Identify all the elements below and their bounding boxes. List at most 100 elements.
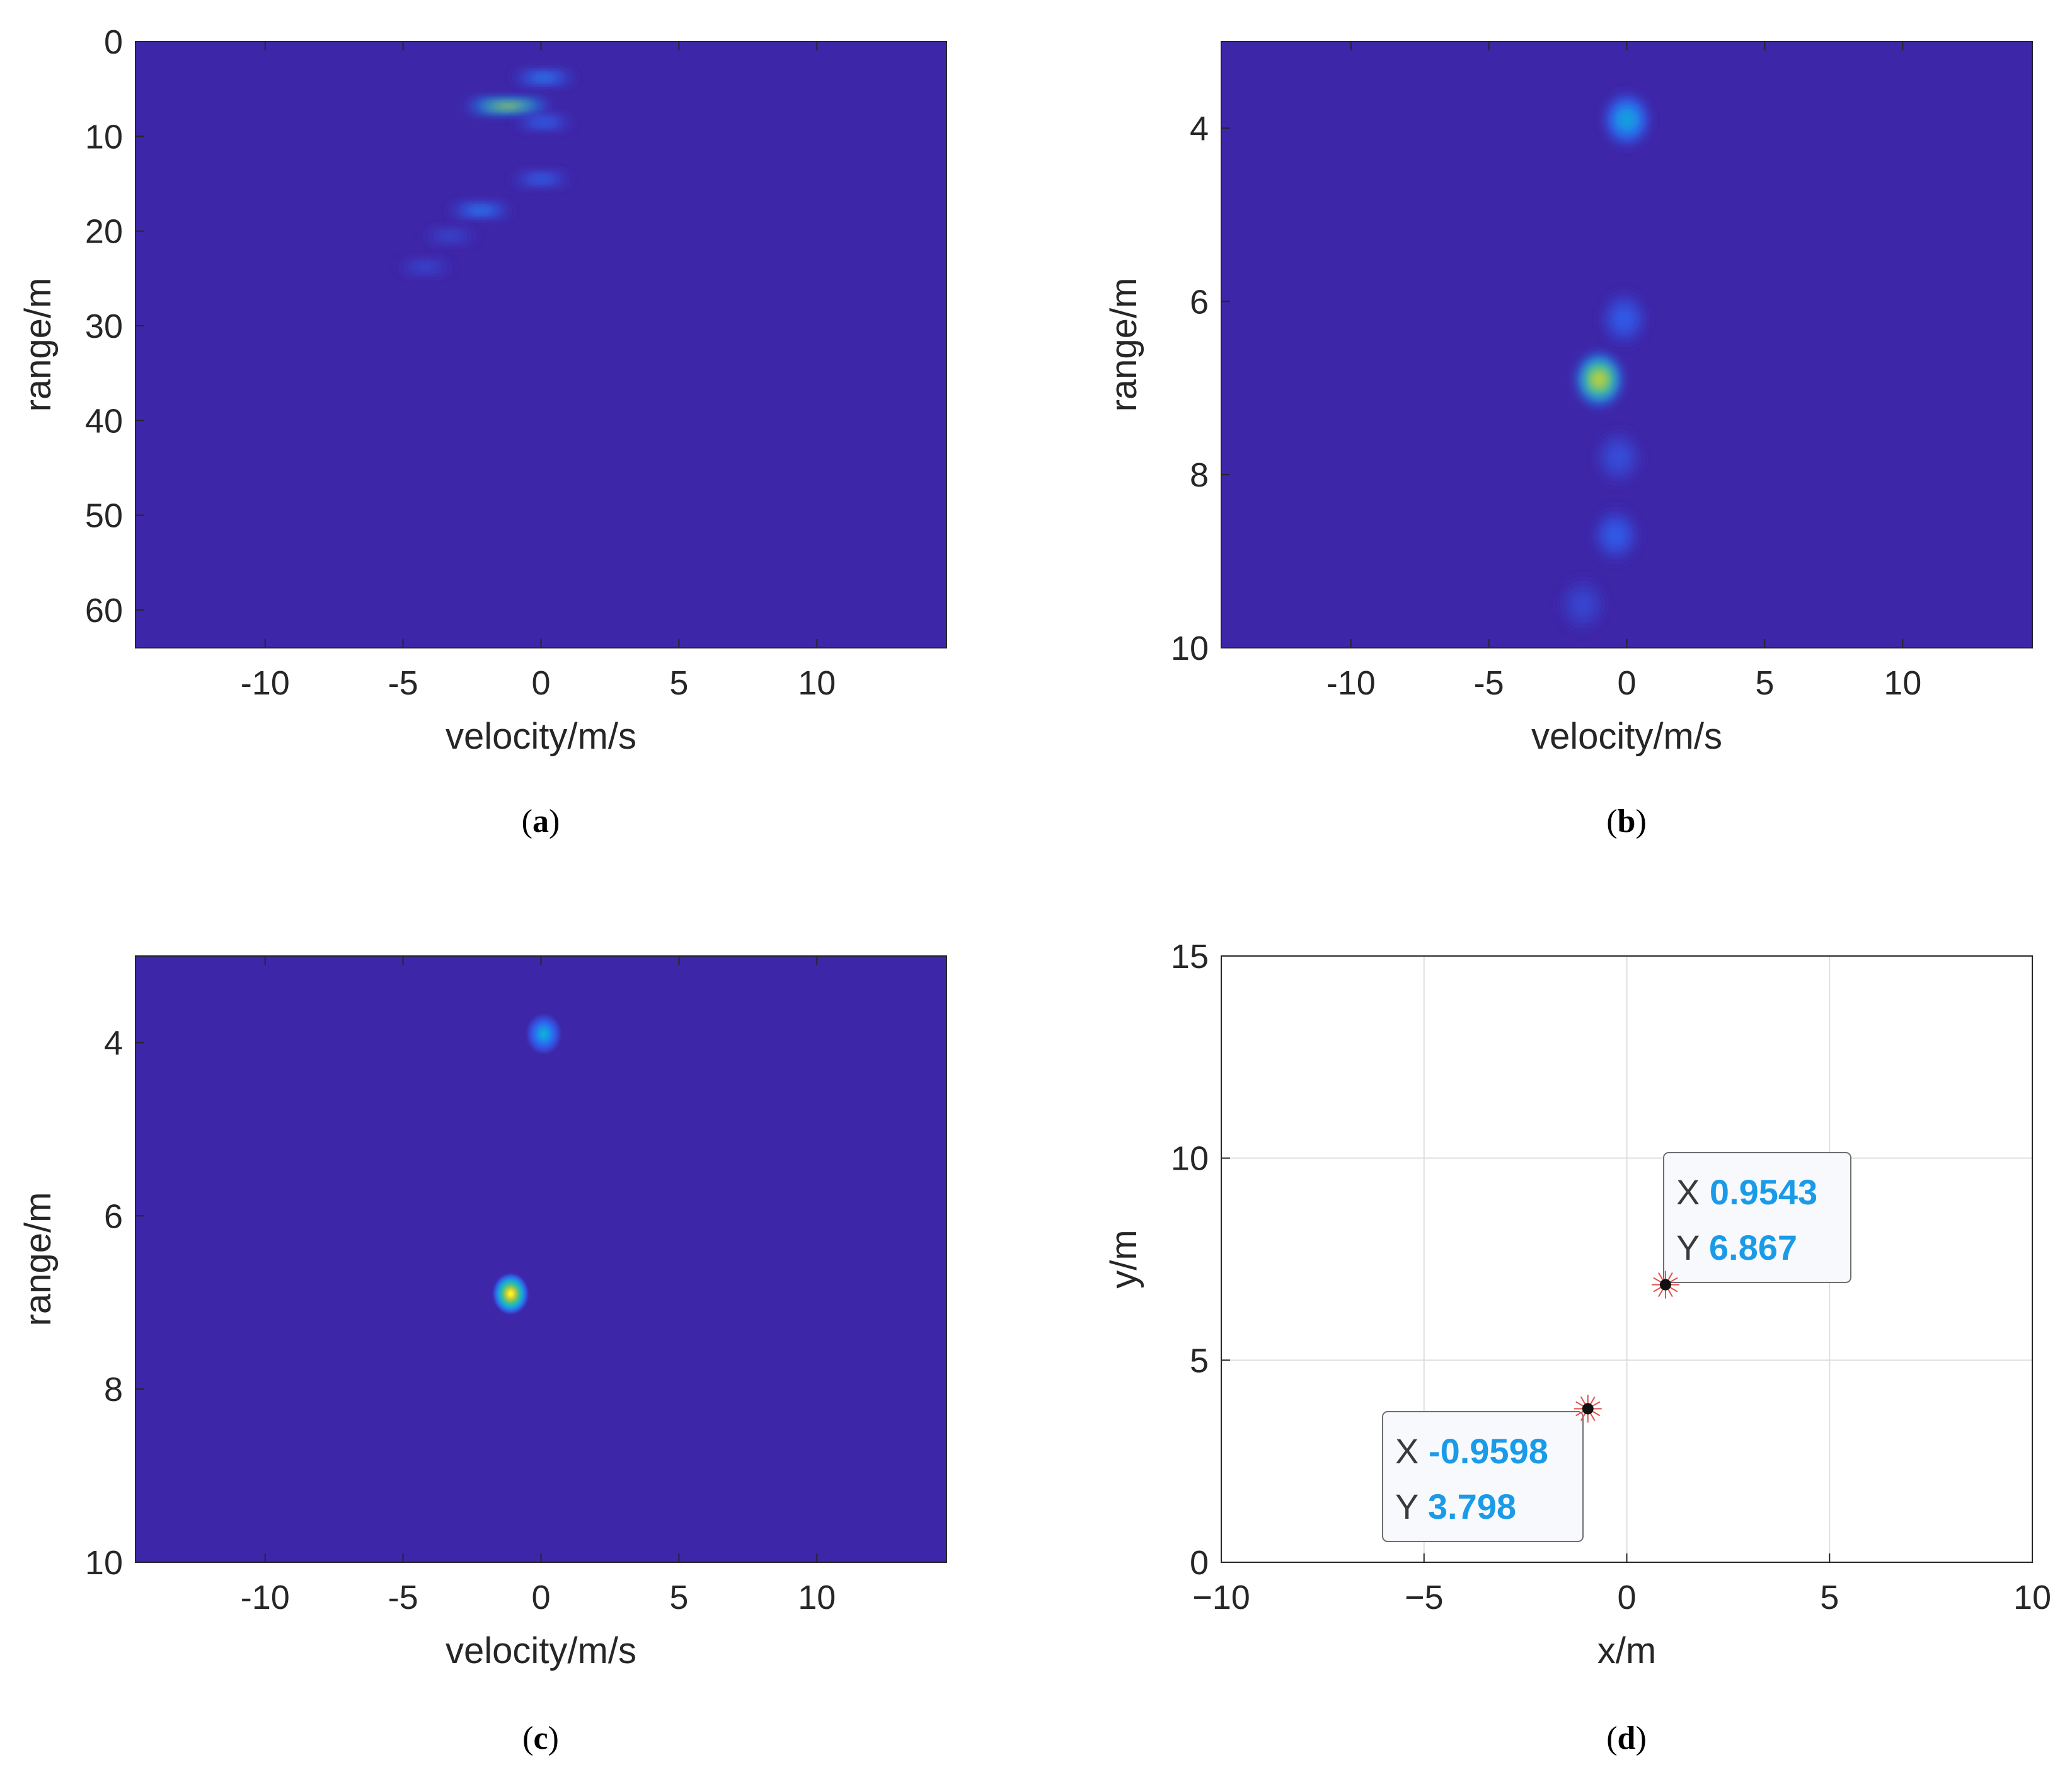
x-tick-label: 0 <box>531 664 550 702</box>
hotspot-5 <box>444 234 456 237</box>
y-tick-label: 30 <box>85 308 123 345</box>
heatmap-hotspots <box>1562 95 1648 629</box>
y-tick-label: 6 <box>104 1197 123 1235</box>
y-tick-label: 0 <box>1190 1544 1209 1582</box>
x-tick-label: 10 <box>798 664 836 702</box>
hotspot-1 <box>1622 114 1632 125</box>
marker-ray <box>1575 1410 1584 1417</box>
y-tick-label: 10 <box>85 1544 123 1582</box>
marker-ray <box>1575 1401 1584 1407</box>
marker-ray <box>1592 1410 1601 1417</box>
x-tick-label: -10 <box>1327 664 1376 702</box>
y-tick-label: 6 <box>1190 283 1209 321</box>
hotspot-1 <box>540 1030 548 1038</box>
x-tick-label: −10 <box>1192 1579 1250 1616</box>
hotspot-0 <box>1595 374 1604 384</box>
hotspot-6 <box>419 266 431 268</box>
x-tick-label: 0 <box>531 1579 550 1616</box>
marker-ray <box>1658 1272 1664 1281</box>
marker-ray <box>1667 1289 1673 1298</box>
y-tick-label: 8 <box>1190 456 1209 494</box>
y-tick-label: 15 <box>1171 938 1209 976</box>
x-tick-label: 0 <box>1617 1579 1636 1616</box>
marker-ray <box>1667 1272 1673 1281</box>
hotspot-2 <box>538 121 550 124</box>
panel-caption: (b) <box>1606 803 1647 839</box>
hotspot-5 <box>1578 599 1587 609</box>
marker-dot <box>1582 1403 1594 1415</box>
y-tick-label: 10 <box>1171 630 1209 667</box>
panel-c: -10 -5 0 5 10 4 6 8 10 velocity/m/s range/m (c) <box>18 955 947 1756</box>
heatmap-hotspots <box>494 1015 561 1313</box>
marker-ray <box>1589 1412 1596 1421</box>
y-tick-label: 10 <box>85 118 123 156</box>
y-axis-label: range/m <box>1103 278 1144 412</box>
marker-ray <box>1653 1277 1662 1283</box>
x-tick-label: 5 <box>669 664 688 702</box>
y-tick-label: 0 <box>104 23 123 61</box>
marker-dot <box>1659 1279 1671 1291</box>
hotspot-1 <box>538 76 550 79</box>
panel-a: -10 -5 0 5 10 0 10 20 30 40 50 60 velocity/m/s range/… <box>18 23 947 839</box>
datatip-box <box>1382 1411 1584 1542</box>
x-tick-label: -10 <box>241 1579 290 1616</box>
hotspot-4 <box>1611 530 1620 541</box>
marker-ray <box>1658 1289 1664 1298</box>
y-tick-label: 20 <box>85 213 123 251</box>
y-tick-label: 60 <box>85 592 123 630</box>
x-tick-label: 10 <box>798 1579 836 1616</box>
y-tick-label: 5 <box>1190 1342 1209 1379</box>
x-tick-label: 5 <box>1755 664 1774 702</box>
y-tick-label: 10 <box>1171 1140 1209 1178</box>
marker-ray <box>1669 1286 1678 1293</box>
panel-caption: (c) <box>522 1720 559 1756</box>
x-tick-label: 10 <box>2013 1579 2051 1616</box>
panel-b: -10 -5 0 5 10 4 6 8 10 velocity/m/s range/m (b) <box>1103 41 2033 839</box>
y-tick-label: 4 <box>1190 110 1209 147</box>
data-point-1[interactable] <box>1574 1395 1602 1423</box>
marker-ray <box>1592 1401 1601 1407</box>
marker-ray <box>1580 1396 1586 1405</box>
x-tick-label: 10 <box>1884 664 1921 702</box>
y-tick-label: 40 <box>85 402 123 440</box>
marker-ray <box>1669 1277 1678 1283</box>
panel-caption: (d) <box>1606 1720 1647 1756</box>
x-axis-label: velocity/m/s <box>446 716 636 757</box>
datatip-0[interactable]: X 0.9543 Y 6.867 <box>1663 1152 1851 1283</box>
heatmap-background <box>135 956 947 1562</box>
datatip-y-row: Y 6.867 <box>1676 1228 1797 1267</box>
hotspot-3 <box>535 178 547 180</box>
marker-ray <box>1589 1396 1596 1405</box>
x-tick-label: -5 <box>388 1579 418 1616</box>
datatip-x-row: X 0.9543 <box>1676 1172 1817 1212</box>
data-point-0[interactable] <box>1651 1270 1679 1299</box>
x-tick-label: 0 <box>1617 664 1636 702</box>
hotspot-3 <box>1614 452 1623 463</box>
panel-caption: (a) <box>522 803 560 839</box>
hotspot-2 <box>1620 314 1628 324</box>
y-tick-label: 8 <box>104 1371 123 1408</box>
x-axis-label: x/m <box>1597 1630 1656 1671</box>
y-tick-label: 4 <box>104 1024 123 1062</box>
datatip-y-row: Y 3.798 <box>1395 1487 1516 1526</box>
x-tick-label: −5 <box>1405 1579 1444 1616</box>
datatip-x-row: X -0.9598 <box>1395 1431 1548 1471</box>
datatip-1[interactable]: X -0.9598 Y 3.798 <box>1382 1411 1584 1542</box>
hotspot-4 <box>474 209 486 212</box>
x-tick-label: 5 <box>669 1579 688 1616</box>
marker-ray <box>1580 1412 1586 1421</box>
hotspot-0 <box>507 1289 514 1298</box>
y-axis-label: range/m <box>18 278 59 412</box>
hotspot-0 <box>499 105 517 107</box>
x-tick-label: 5 <box>1820 1579 1839 1616</box>
x-tick-label: -10 <box>241 664 290 702</box>
datatip-box <box>1663 1152 1851 1283</box>
y-axis-label: y/m <box>1103 1230 1144 1288</box>
x-axis-label: velocity/m/s <box>446 1630 636 1671</box>
x-tick-label: -5 <box>388 664 418 702</box>
x-tick-label: -5 <box>1474 664 1504 702</box>
marker-ray <box>1653 1286 1662 1293</box>
heatmap-background <box>135 42 947 648</box>
